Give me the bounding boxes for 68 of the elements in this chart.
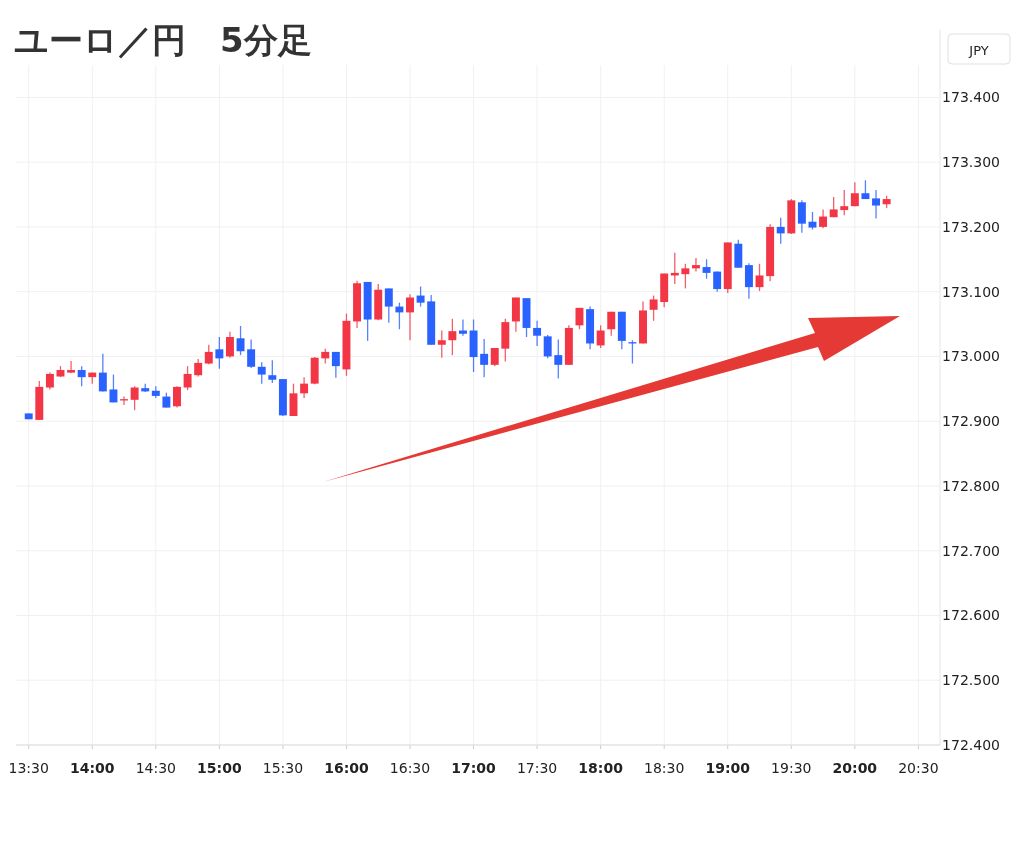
x-tick-label: 15:30 <box>262 760 304 776</box>
candlestick <box>734 239 743 269</box>
y-tick-label: 172.700 <box>942 542 1000 559</box>
candlestick <box>183 365 192 391</box>
x-tick-label: 20:00 <box>832 760 878 776</box>
candlestick <box>257 361 266 385</box>
chart-title: ユーロ／円 5分足 <box>14 20 312 60</box>
candlestick <box>554 338 563 380</box>
x-tick-label: 16:30 <box>389 760 431 776</box>
y-tick-label: 173.400 <box>942 89 1000 106</box>
candlestick <box>300 376 309 399</box>
x-tick-label: 18:30 <box>644 760 685 776</box>
candlestick <box>755 263 764 292</box>
y-tick-label: 172.800 <box>942 477 1000 494</box>
x-tick-label: 16:00 <box>324 760 369 776</box>
y-tick-label: 173.300 <box>942 154 1000 171</box>
candlestick <box>702 258 711 280</box>
candlestick <box>819 208 828 229</box>
candlestick <box>596 324 605 349</box>
x-tick-label: 14:00 <box>69 760 115 776</box>
candlestick <box>416 285 425 308</box>
x-tick-label: 20:30 <box>898 760 939 776</box>
y-tick-label: 172.400 <box>942 737 1000 753</box>
y-axis-title: JPY <box>968 43 989 58</box>
candlestick <box>225 331 234 359</box>
candlestick <box>797 199 806 234</box>
x-tick-label: 17:00 <box>451 760 497 776</box>
x-tick-label: 18:00 <box>578 760 624 776</box>
x-tick-label: 14:30 <box>135 760 176 776</box>
candlestick <box>109 373 118 404</box>
candlestick <box>458 318 467 337</box>
candlestick <box>776 217 785 245</box>
candlestick <box>67 360 76 374</box>
x-tick-label: 15:00 <box>197 760 242 776</box>
candlestick <box>533 320 542 347</box>
candlestick <box>681 263 690 290</box>
candlestick <box>215 336 224 370</box>
candlestick <box>480 338 489 378</box>
candlestick <box>543 334 552 360</box>
candlestick <box>173 385 181 409</box>
y-tick-label: 172.600 <box>942 607 1000 624</box>
x-tick-label: 19:00 <box>705 760 751 776</box>
candlestick <box>384 287 393 324</box>
x-tick-label: 13:30 <box>8 760 49 776</box>
candlestick <box>236 325 245 356</box>
y-tick-label: 173.100 <box>942 283 1000 300</box>
candlestick <box>872 189 880 220</box>
candlestick <box>692 257 700 273</box>
candlestick <box>448 318 457 356</box>
candlestick <box>331 351 340 379</box>
y-tick-label: 172.500 <box>942 672 1000 689</box>
candlestick <box>744 262 753 300</box>
y-tick-label: 173.200 <box>942 218 1000 235</box>
candlestick <box>98 353 107 393</box>
candlestick <box>511 296 520 333</box>
candlestick <box>840 189 849 216</box>
candlestick <box>490 347 499 367</box>
x-tick-label: 19:30 <box>771 760 812 776</box>
candlestick <box>406 293 414 341</box>
x-tick-label: 17:30 <box>516 760 558 776</box>
candlestick <box>268 359 277 384</box>
y-tick-label: 172.900 <box>942 413 1000 430</box>
candlestick <box>437 329 446 359</box>
candlestick <box>77 365 86 387</box>
y-tick-label: 173.000 <box>942 348 1000 365</box>
candlestick <box>247 338 256 369</box>
candlestick <box>130 385 139 411</box>
candlestick <box>649 294 658 322</box>
